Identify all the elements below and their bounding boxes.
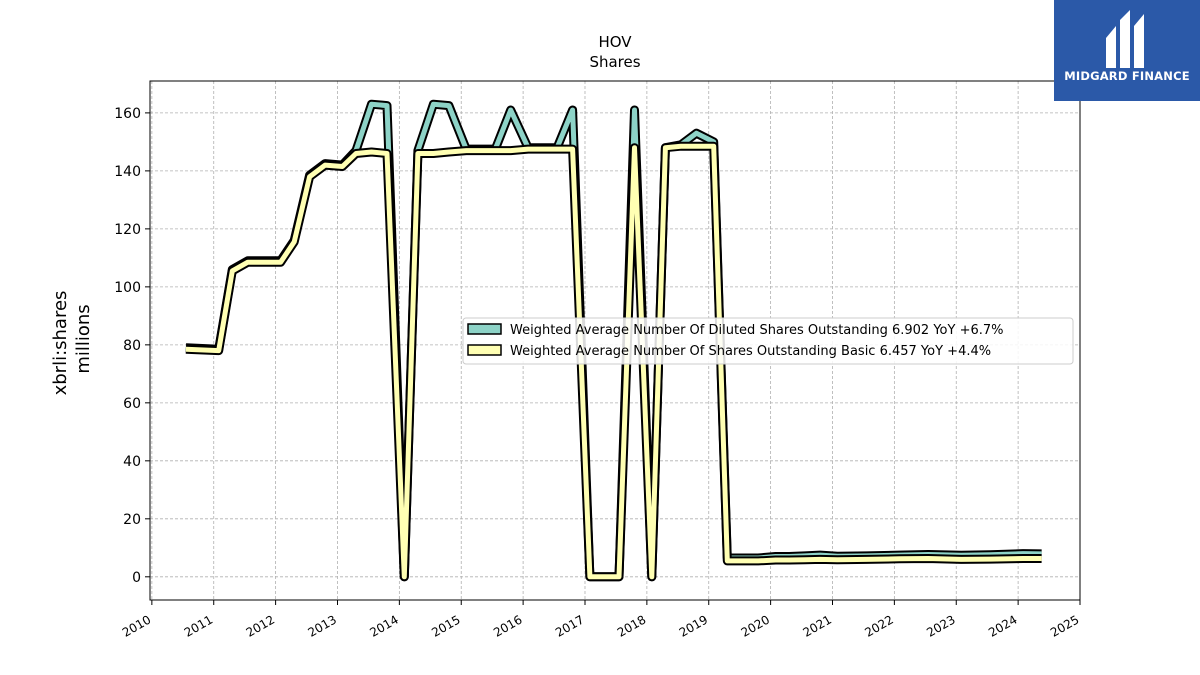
legend-label: Weighted Average Number Of Diluted Share… xyxy=(510,323,1004,338)
chart-title: HOV xyxy=(598,33,632,51)
brand-name: MIDGARD FINANCE xyxy=(1064,69,1190,83)
brand-logo: MIDGARD FINANCE xyxy=(1054,0,1200,101)
y-tick-label: 120 xyxy=(114,222,141,238)
legend-swatch xyxy=(467,344,502,356)
y-tick-label: 100 xyxy=(114,280,141,296)
x-tick-label: 2011 xyxy=(182,612,215,639)
legend-label: Weighted Average Number Of Shares Outsta… xyxy=(510,344,991,359)
y-tick-label: 0 xyxy=(132,570,141,586)
y-tick-label: 60 xyxy=(123,396,141,412)
chart-subtitle: Shares xyxy=(589,53,640,71)
y-axis-label: xbrli:shares xyxy=(50,291,71,396)
y-tick-label: 80 xyxy=(123,338,141,354)
plot-frame xyxy=(149,80,1081,601)
x-tick-label: 2024 xyxy=(986,612,1019,639)
legend-swatch xyxy=(467,323,502,335)
x-tick-label: 2020 xyxy=(739,612,772,639)
x-tick-label: 2025 xyxy=(1048,612,1081,639)
x-tick-label: 2010 xyxy=(120,612,153,639)
x-tick-label: 2023 xyxy=(924,612,957,639)
y-tick-label: 140 xyxy=(114,164,141,180)
x-tick-label: 2019 xyxy=(677,612,710,639)
series-lines xyxy=(185,99,1042,582)
x-tick-label: 2014 xyxy=(367,612,400,639)
x-tick-label: 2016 xyxy=(491,612,524,639)
series-line xyxy=(185,143,1042,580)
y-tick-label: 160 xyxy=(114,106,141,122)
x-tick-label: 2013 xyxy=(306,612,339,639)
x-tick-label: 2015 xyxy=(429,612,462,639)
y-tick-label: 40 xyxy=(123,454,141,470)
x-tick-label: 2021 xyxy=(801,612,834,639)
x-tick-label: 2017 xyxy=(553,612,586,639)
legend-box xyxy=(462,317,1074,365)
x-tick-label: 2022 xyxy=(862,612,895,639)
x-tick-label: 2018 xyxy=(615,612,648,639)
y-tick-label: 20 xyxy=(123,512,141,528)
legend: Weighted Average Number Of Diluted Share… xyxy=(462,317,1074,365)
brand-mark-icon xyxy=(1106,10,1144,68)
x-tick-label: 2012 xyxy=(244,612,277,639)
y-axis-unit: millions xyxy=(73,304,94,373)
